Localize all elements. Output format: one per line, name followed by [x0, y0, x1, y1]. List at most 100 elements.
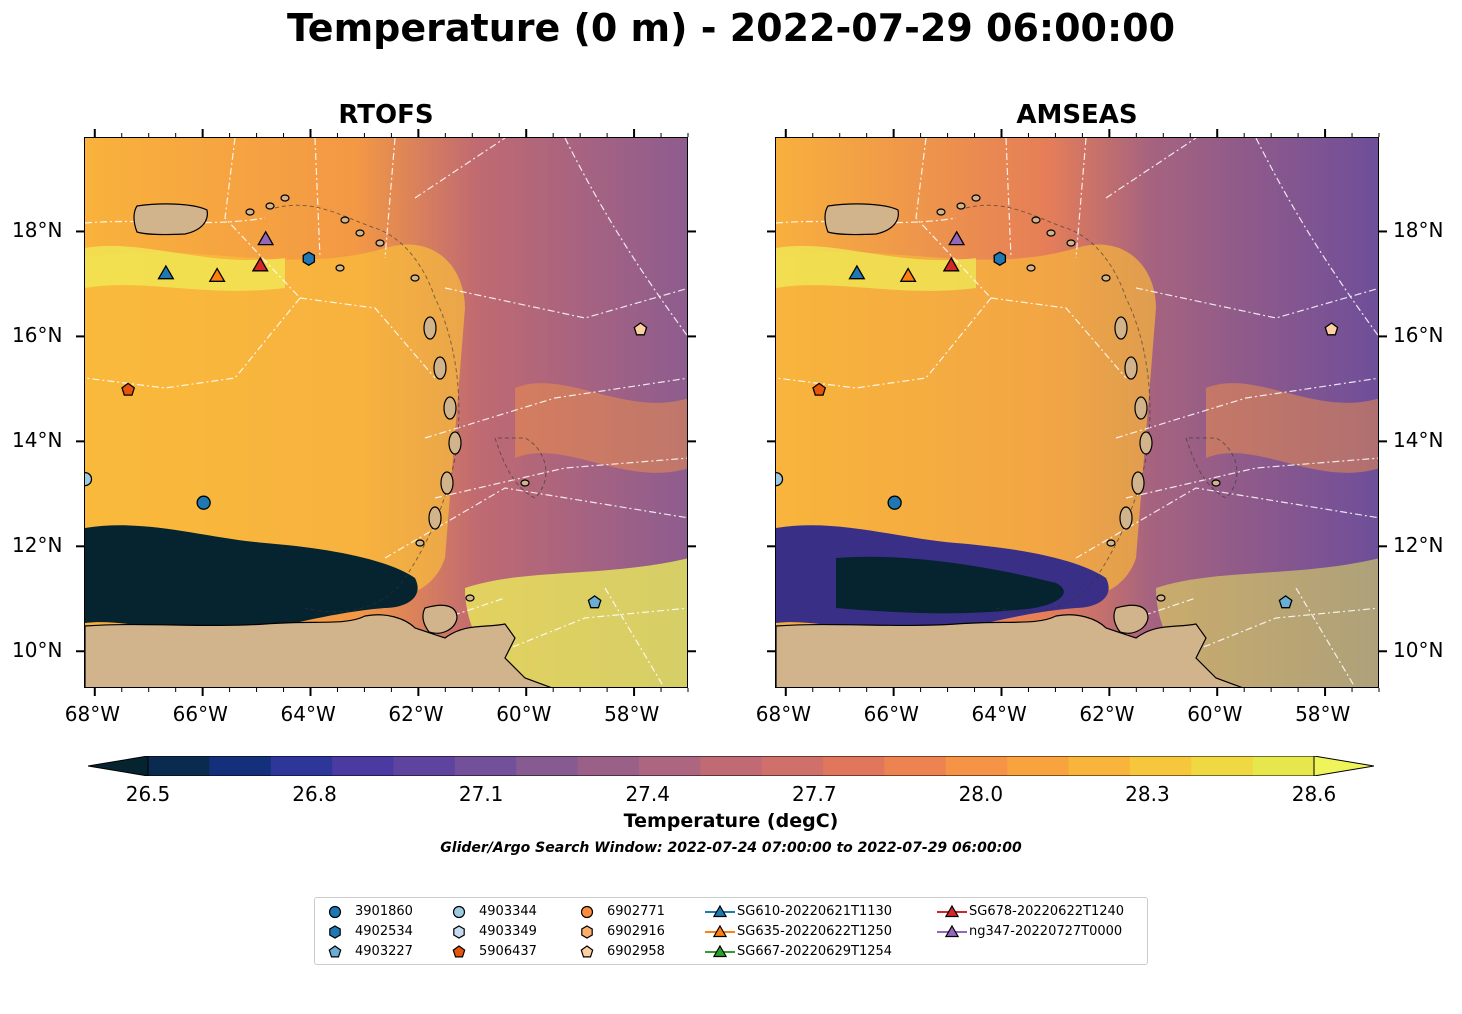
- colorbar-segment: [884, 756, 947, 776]
- colorbar-tick-label: 27.4: [625, 782, 670, 806]
- colorbar-extend-low: [88, 756, 149, 776]
- colorbar-segment: [823, 756, 885, 776]
- eez-boundary: [314, 138, 321, 259]
- warm-water-patch: [1206, 383, 1378, 473]
- platform-marker-4902534: [993, 251, 1007, 266]
- island-land: [465, 594, 475, 602]
- island-land: [355, 229, 365, 237]
- lat-tick-label: 12°N: [1393, 533, 1444, 558]
- lat-tick-label: 18°N: [1393, 218, 1444, 243]
- colorbar-segment: [393, 756, 456, 776]
- legend-marker: [580, 905, 594, 919]
- eez-boundary: [990, 297, 1127, 379]
- island-land: [1066, 239, 1076, 247]
- trinidad-land: [422, 604, 458, 634]
- eez-boundary: [1125, 457, 1378, 499]
- warm-water-patch: [515, 383, 687, 473]
- bathymetry-contour: [494, 437, 547, 499]
- colorbar-tick-label: 27.7: [792, 782, 837, 806]
- platform-marker-4903344: [776, 471, 784, 487]
- island-land: [245, 208, 255, 216]
- colorbar-segment: [1252, 756, 1315, 776]
- eez-boundary: [1075, 487, 1378, 559]
- colorbar-tick-label: 28.0: [958, 782, 1004, 806]
- platform-marker-4903227: [1278, 595, 1293, 609]
- eez-boundary: [444, 287, 687, 319]
- eez-boundary: [224, 138, 301, 299]
- platform-marker-6902958: [1324, 322, 1339, 336]
- colorbar-segment: [454, 756, 517, 776]
- platform-marker-SG678-20220622T1240: [251, 256, 269, 272]
- lat-tick-label: 10°N: [12, 638, 63, 663]
- colorbar-segment: [332, 756, 394, 776]
- lat-tick-label: 14°N: [12, 428, 63, 453]
- map-panel-amseas[interactable]: [775, 137, 1379, 688]
- legend-label: ng347-20220727T0000: [969, 924, 1123, 939]
- legend-label: SG678-20220622T1240: [969, 904, 1125, 919]
- platform-marker-4903227: [587, 595, 602, 609]
- legend-label: 3901860: [355, 904, 413, 919]
- island-land: [1156, 594, 1166, 602]
- eez-boundary: [384, 138, 396, 259]
- island-land: [265, 202, 275, 210]
- search-window-note: Glider/Argo Search Window: 2022-07-24 07…: [440, 840, 1022, 856]
- colorbar-segment: [270, 756, 333, 776]
- lon-tick-label: 66°W: [863, 702, 919, 726]
- south-america-land: [776, 614, 1243, 687]
- eez-boundary: [1005, 138, 1012, 259]
- island-land: [1134, 396, 1148, 420]
- island-land: [1031, 216, 1041, 224]
- lon-tick-label: 64°W: [280, 702, 336, 726]
- eez-boundary: [1105, 138, 1197, 199]
- eez-boundary: [1115, 377, 1378, 439]
- puerto-rico-land: [824, 203, 899, 236]
- platform-marker-3901860: [196, 495, 211, 510]
- legend-label: 6902916: [607, 924, 665, 939]
- island-land: [1026, 264, 1036, 272]
- island-land: [443, 396, 457, 420]
- island-land: [375, 239, 385, 247]
- panel-title-amseas: AMSEAS: [1016, 100, 1138, 130]
- legend-marker: [328, 905, 342, 919]
- eez-boundary: [1255, 138, 1378, 337]
- legend-label: 4903344: [479, 904, 537, 919]
- legend-marker: [452, 945, 466, 958]
- lat-tick-label: 14°N: [1393, 428, 1444, 453]
- legend-marker: [329, 925, 341, 939]
- legend-marker: [580, 945, 594, 958]
- eez-boundary: [424, 377, 687, 439]
- island-land: [428, 506, 442, 530]
- legend-marker: [581, 925, 593, 939]
- island-land: [410, 274, 420, 282]
- lat-tick-label: 16°N: [1393, 323, 1444, 348]
- lat-tick-label: 16°N: [12, 323, 63, 348]
- cold-upwelling: [145, 556, 373, 614]
- map-panel-rtofs[interactable]: [84, 137, 688, 688]
- island-land: [1124, 356, 1138, 380]
- lon-tick-label: 64°W: [971, 702, 1027, 726]
- lat-tick-label: 12°N: [12, 533, 63, 558]
- island-land: [440, 471, 454, 495]
- puerto-rico-land: [133, 203, 208, 236]
- warm-water-patch: [85, 244, 465, 601]
- warm-water-patch: [1156, 558, 1378, 687]
- lat-tick-label: 18°N: [12, 218, 63, 243]
- colorbar: [88, 756, 1374, 776]
- colorbar-tick-label: 26.5: [125, 782, 171, 806]
- bathymetry-contour: [274, 204, 460, 613]
- platform-marker-4903344: [85, 471, 93, 487]
- eez-boundary: [85, 297, 301, 389]
- island-land: [1211, 479, 1221, 487]
- legend-marker: [937, 924, 967, 938]
- platform-marker-SG610-20220621T1130: [157, 264, 175, 280]
- colorbar-tick-label: 26.8: [292, 782, 337, 806]
- warm-water-patch: [776, 244, 1156, 601]
- colorbar-tick-label: 28.6: [1291, 782, 1337, 806]
- island-land: [340, 216, 350, 224]
- panel-title-rtofs: RTOFS: [338, 100, 434, 130]
- colorbar-label: Temperature (degC): [623, 810, 839, 832]
- legend-label: 4903227: [355, 944, 413, 959]
- island-land: [936, 208, 946, 216]
- bathymetry-contour: [965, 204, 1151, 613]
- eez-boundary: [776, 297, 992, 389]
